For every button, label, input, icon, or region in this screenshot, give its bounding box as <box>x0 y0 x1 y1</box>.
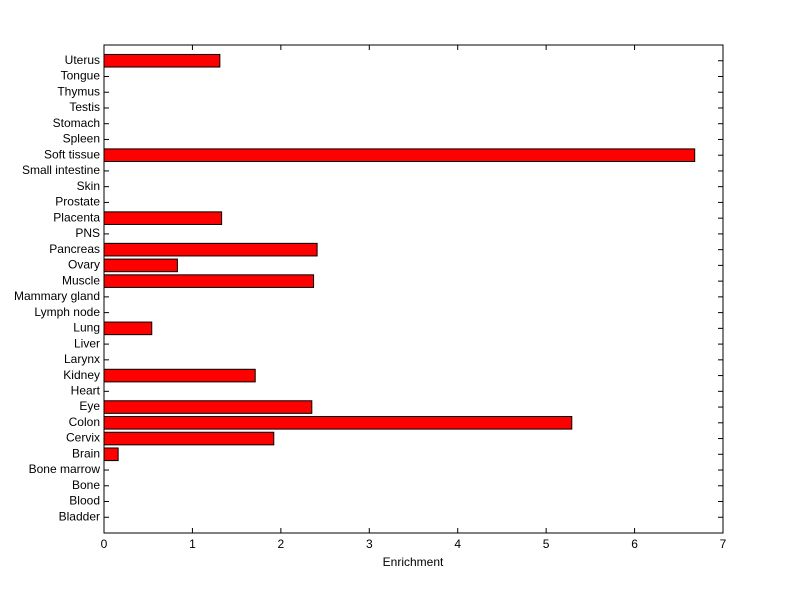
y-tick-label: PNS <box>75 226 100 240</box>
y-tick-label: Liver <box>74 336 100 350</box>
bar <box>103 274 315 288</box>
y-tick-label: Larynx <box>64 352 100 366</box>
x-axis-label: Enrichment <box>383 555 444 569</box>
bar <box>103 447 119 462</box>
bar <box>103 400 313 414</box>
x-tick-label: 3 <box>366 537 373 551</box>
y-tick-label: Muscle <box>62 273 100 287</box>
y-tick-label: Mammary gland <box>14 289 100 303</box>
y-tick-label: Uterus <box>65 53 100 67</box>
y-tick-label: Colon <box>69 415 100 429</box>
bar <box>103 148 696 162</box>
y-tick-label: Spleen <box>63 132 100 146</box>
y-tick-label: Bone marrow <box>29 462 101 476</box>
x-tick-label: 7 <box>720 537 727 551</box>
bar <box>103 321 153 336</box>
y-tick-label: Testis <box>69 100 100 114</box>
y-tick-label: Blood <box>69 494 100 508</box>
y-tick-label: Placenta <box>53 210 100 224</box>
bar <box>103 431 275 446</box>
y-tick-label: Kidney <box>63 368 100 382</box>
x-tick-label: 4 <box>454 537 461 551</box>
y-tick-label: Lymph node <box>34 305 100 319</box>
bar <box>103 368 256 383</box>
x-tick-label: 1 <box>189 537 196 551</box>
plot-area <box>103 44 724 534</box>
bar <box>103 242 318 257</box>
y-tick-label: Pancreas <box>49 242 100 256</box>
y-tick-label: Soft tissue <box>44 147 100 161</box>
y-tick-label: Lung <box>73 321 100 335</box>
y-tick-label: Cervix <box>66 431 100 445</box>
bar <box>103 258 178 273</box>
y-tick-label: Eye <box>79 399 100 413</box>
y-tick-label: Bladder <box>59 509 100 523</box>
y-tick-label: Thymus <box>57 84 100 98</box>
y-tick-label: Tongue <box>61 69 101 83</box>
y-tick-label: Bone <box>72 478 100 492</box>
bar <box>103 211 223 225</box>
x-tick-label: 5 <box>543 537 550 551</box>
y-tick-label: Skin <box>77 179 100 193</box>
y-tick-label: Heart <box>71 383 101 397</box>
y-tick-label: Stomach <box>53 116 100 130</box>
x-tick-label: 2 <box>278 537 285 551</box>
x-tick-label: 6 <box>631 537 638 551</box>
y-tick-label: Prostate <box>55 195 100 209</box>
bar <box>103 416 573 430</box>
y-tick-label: Brain <box>72 446 100 460</box>
bar <box>103 53 221 68</box>
y-tick-label: Small intestine <box>22 163 100 177</box>
x-tick-label: 0 <box>101 537 108 551</box>
y-tick-label: Ovary <box>68 258 100 272</box>
